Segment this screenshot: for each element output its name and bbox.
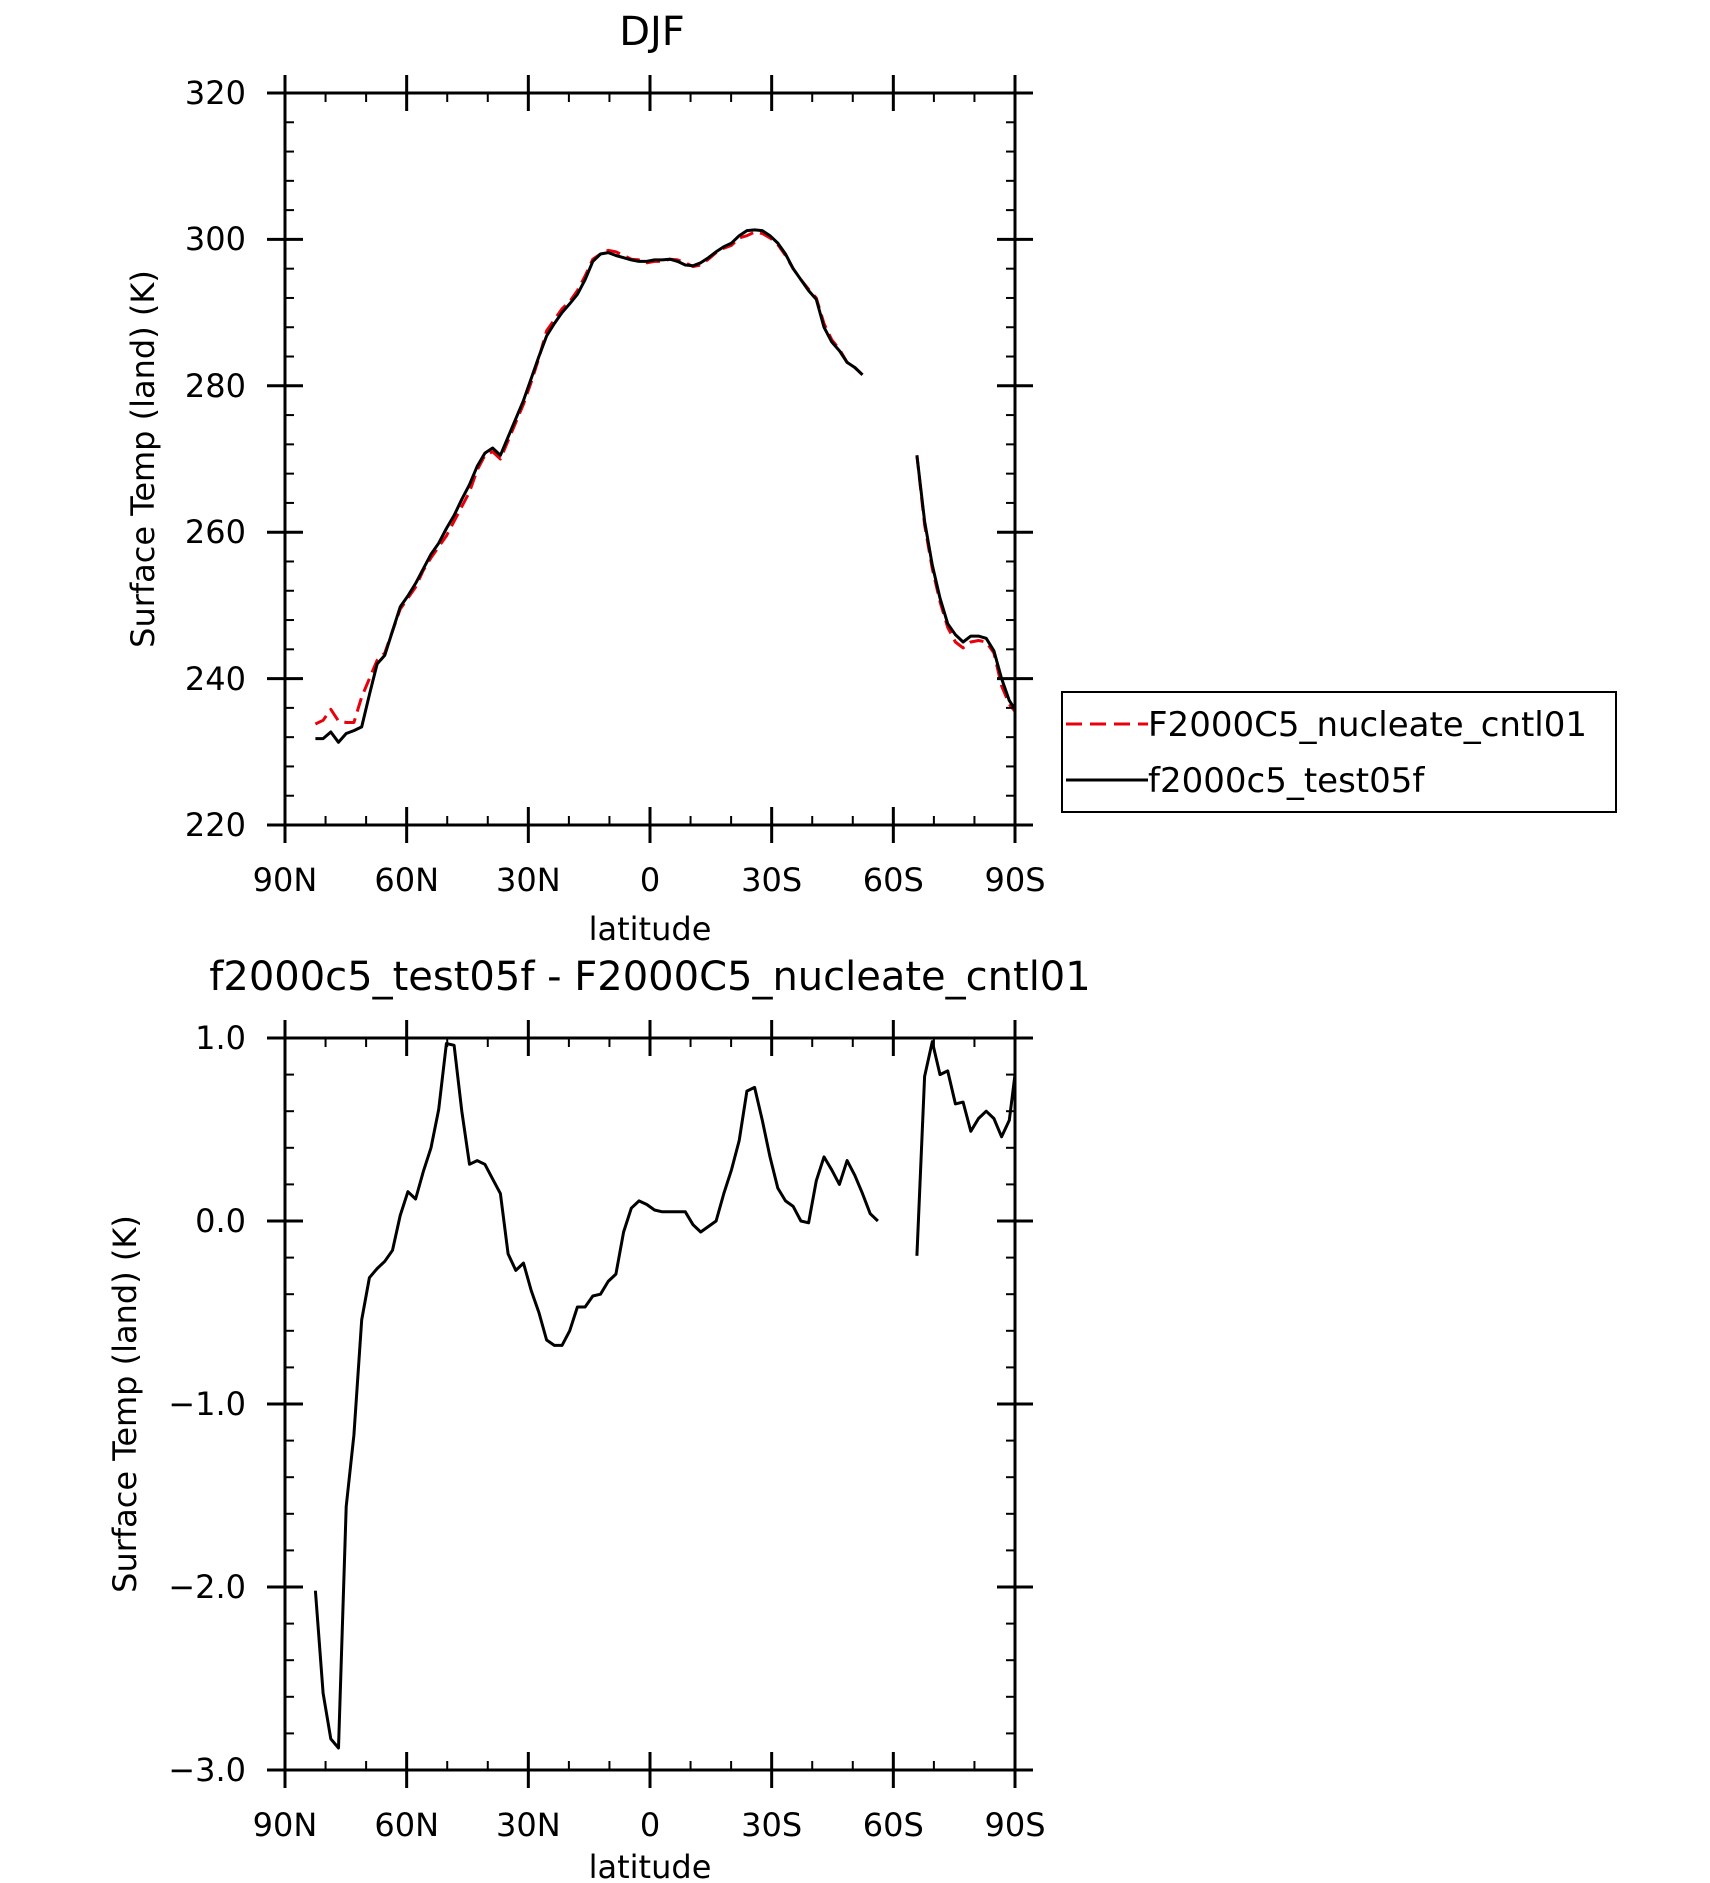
chart-top-axes [267,75,1033,843]
chart-top: DJF 90N 60N 30N 0 30S 60S 90S 220 240 26… [124,9,1617,948]
chart-top-xtick-label: 90S [984,861,1045,899]
chart-top-xtick-label: 0 [640,861,660,899]
chart-bottom-series-line [313,1042,879,1750]
chart-bottom-series-line [915,1040,1017,1256]
chart-top-xtick-label: 30S [741,861,802,899]
chart-top-ytick-label: 300 [185,220,246,258]
chart-bottom-ytick-label: 0.0 [195,1202,246,1240]
chart-bottom-xtick-label: 90S [984,1806,1045,1844]
chart-top-xtick-label: 90N [253,861,318,899]
legend-label-cntl01: F2000C5_nucleate_cntl01 [1148,705,1587,745]
chart-bottom-ytick-label: 1.0 [195,1019,246,1057]
chart-top-title: DJF [619,9,685,55]
chart-bottom-xtick-label: 90N [253,1806,318,1844]
chart-bottom-xtick-label: 0 [640,1806,660,1844]
chart-top-series-line-0 [314,230,864,726]
chart-top-series-layer [314,228,1017,744]
chart-bottom-axes [267,1020,1033,1788]
chart-bottom-xtick-label: 60N [374,1806,439,1844]
chart-bottom-ylabel: Surface Temp (land) (K) [106,1215,144,1593]
chart-top-xtick-label: 60S [863,861,924,899]
chart-top-series-line-1 [915,455,1017,711]
chart-top-ytick-label: 260 [185,513,246,551]
chart-bottom-xlabel: latitude [589,1848,712,1883]
chart-top-xlabel: latitude [589,910,712,948]
chart-bottom: f2000c5_test05f - F2000C5_nucleate_cntl0… [106,954,1091,1883]
legend-box [1061,691,1617,813]
chart-bottom-xtick-label: 30N [496,1806,561,1844]
legend-label-test05f: f2000c5_test05f [1148,761,1425,801]
chart-top-series-line-1 [315,228,864,744]
chart-top-xtick-label: 60N [374,861,439,899]
chart-bottom-series-layer [313,1040,1017,1750]
chart-bottom-ytick-label: −2.0 [168,1568,246,1606]
chart-top-xtick-label: 30N [496,861,561,899]
chart-top-ytick-label: 280 [185,367,246,405]
chart-top-ytick-label: 320 [185,74,246,112]
chart-bottom-xtick-label: 30S [741,1806,802,1844]
chart-bottom-xtick-label: 60S [863,1806,924,1844]
chart-bottom-title: f2000c5_test05f - F2000C5_nucleate_cntl0… [209,954,1090,1000]
chart-top-ylabel: Surface Temp (land) (K) [124,270,162,648]
chart-bottom-frame [283,1036,1017,1772]
chart-top-legend: F2000C5_nucleate_cntl01 f2000c5_test05f [1061,691,1617,813]
chart-bottom-ytick-label: −1.0 [168,1385,246,1423]
chart-top-ytick-label: 220 [185,806,246,844]
chart-top-frame [283,91,1017,827]
chart-top-ytick-label: 240 [185,660,246,698]
chart-bottom-ytick-label: −3.0 [168,1751,246,1789]
